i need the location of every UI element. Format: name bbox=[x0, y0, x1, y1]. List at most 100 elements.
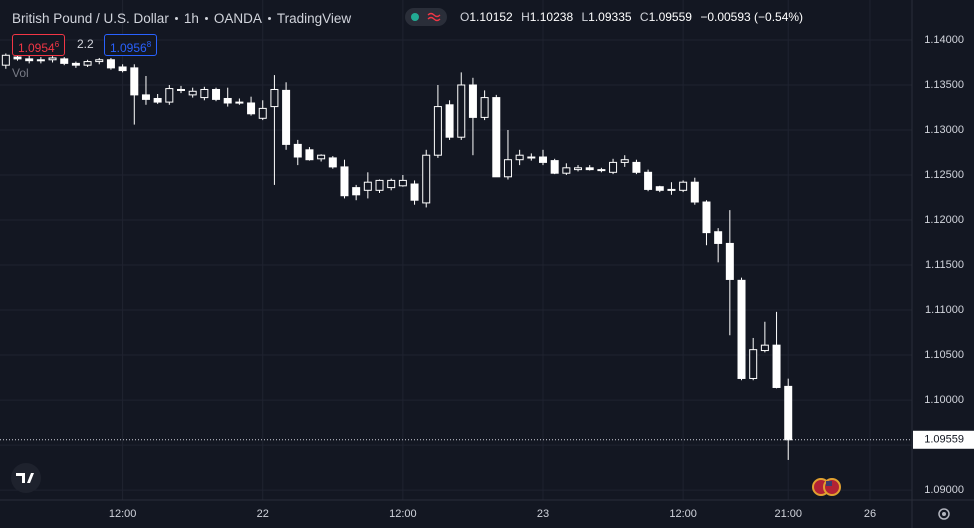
candle-body bbox=[515, 154, 524, 161]
candle-body bbox=[632, 161, 641, 173]
candle-body bbox=[83, 61, 92, 66]
market-status[interactable] bbox=[405, 8, 447, 26]
x-tick-label: 21:00 bbox=[774, 508, 802, 520]
ask-pip: 8 bbox=[146, 40, 152, 49]
candle-body bbox=[574, 167, 583, 171]
x-tick-label: 23 bbox=[537, 508, 549, 520]
candle-body bbox=[749, 349, 758, 379]
y-tick-label: 1.14000 bbox=[924, 34, 964, 46]
candle-body bbox=[562, 167, 571, 174]
candle-body bbox=[597, 169, 606, 172]
candle-body bbox=[585, 167, 594, 171]
candle-body bbox=[258, 107, 267, 119]
candle-body bbox=[235, 101, 244, 104]
y-tick-label: 1.10000 bbox=[924, 394, 964, 406]
candle-body bbox=[772, 344, 781, 388]
candle-body bbox=[445, 104, 454, 138]
buy-button[interactable]: 1.09568 bbox=[104, 34, 158, 56]
candle-body bbox=[282, 89, 291, 145]
change: −0.00593 (−0.54%) bbox=[700, 10, 804, 24]
settings-icon[interactable] bbox=[938, 508, 950, 520]
candle-body bbox=[212, 88, 221, 100]
candle-body bbox=[352, 187, 361, 196]
last-price-box bbox=[913, 430, 974, 449]
y-tick-label: 1.11500 bbox=[925, 259, 964, 271]
candles bbox=[1, 53, 793, 460]
candle-body bbox=[363, 181, 372, 191]
candle-body bbox=[141, 94, 150, 100]
y-tick-label: 1.12000 bbox=[924, 214, 964, 226]
x-tick-label: 12:00 bbox=[109, 508, 137, 520]
ohlc-value: 1.09335 bbox=[588, 10, 632, 24]
y-tick-label: 1.13000 bbox=[924, 124, 964, 136]
exchange: OANDA bbox=[213, 10, 262, 26]
candle-body bbox=[176, 88, 185, 91]
candle-body bbox=[153, 97, 162, 103]
volume-legend[interactable]: Vol bbox=[12, 66, 29, 80]
candle-body bbox=[118, 66, 127, 72]
y-tick-label: 1.09000 bbox=[924, 484, 964, 496]
ohlc-key: C bbox=[639, 10, 649, 24]
y-tick-label: 1.13500 bbox=[924, 79, 964, 91]
ohlc-value: 1.10152 bbox=[469, 10, 513, 24]
tradingview-logo bbox=[11, 463, 41, 493]
candle-body bbox=[503, 159, 512, 178]
candle-body bbox=[340, 166, 349, 197]
symbol-title[interactable]: British Pound / U.S. Dollar bbox=[12, 10, 169, 26]
sell-button[interactable]: 1.09546 bbox=[12, 34, 66, 56]
bid-pip: 6 bbox=[54, 40, 60, 49]
candle-body bbox=[223, 97, 232, 104]
x-tick-label: 12:00 bbox=[389, 508, 417, 520]
candle-body bbox=[130, 67, 139, 96]
candle-body bbox=[457, 84, 466, 138]
x-tick-label: 26 bbox=[864, 508, 876, 520]
separator bbox=[174, 16, 178, 20]
candle-body bbox=[422, 154, 431, 204]
ohlc-value: 1.10238 bbox=[529, 10, 574, 24]
ohlc-legend: O1.10152 H1.10238 L1.09335 C1.09559 −0.0… bbox=[460, 10, 808, 24]
candle-body bbox=[679, 181, 688, 191]
candle-body bbox=[433, 106, 442, 156]
interval[interactable]: 1h bbox=[183, 10, 199, 26]
candle-body bbox=[538, 156, 547, 163]
candle-body bbox=[200, 88, 209, 99]
candle-body bbox=[36, 59, 45, 62]
candle-body bbox=[725, 242, 734, 280]
candle-body bbox=[702, 201, 711, 234]
spread: 2.2 bbox=[72, 34, 99, 54]
candle-body bbox=[620, 159, 629, 163]
candle-body bbox=[468, 84, 477, 118]
candle-body bbox=[71, 62, 80, 66]
candle-body bbox=[492, 97, 501, 178]
symbol-header: British Pound / U.S. Dollar 1h OANDA Tra… bbox=[12, 8, 351, 28]
candle-body bbox=[106, 59, 115, 69]
y-tick-label: 1.11000 bbox=[925, 304, 964, 316]
candle-body bbox=[480, 97, 489, 118]
grid bbox=[0, 0, 912, 500]
candle-body bbox=[667, 188, 676, 191]
candle-body bbox=[1, 54, 10, 66]
candle-body bbox=[305, 149, 314, 161]
candle-body bbox=[328, 157, 337, 168]
ohlc-key: O bbox=[460, 10, 470, 24]
source: TradingView bbox=[276, 10, 352, 26]
candle-body bbox=[25, 58, 34, 62]
ask-price: 1.0956 bbox=[110, 41, 147, 55]
candle-body bbox=[95, 59, 104, 63]
candle-body bbox=[550, 160, 559, 174]
candle-body bbox=[375, 179, 384, 191]
y-tick-label: 1.12500 bbox=[924, 169, 964, 181]
candle-body bbox=[527, 156, 536, 159]
separator bbox=[204, 16, 208, 20]
event-markers[interactable] bbox=[812, 478, 841, 496]
candle-body bbox=[644, 171, 653, 190]
candle-body bbox=[784, 385, 793, 441]
separator bbox=[267, 16, 271, 20]
candle-body bbox=[13, 56, 22, 60]
ohlc-key: L bbox=[581, 10, 589, 24]
candle-body bbox=[655, 186, 664, 191]
candle-body bbox=[690, 181, 699, 203]
candle-body bbox=[60, 58, 69, 64]
